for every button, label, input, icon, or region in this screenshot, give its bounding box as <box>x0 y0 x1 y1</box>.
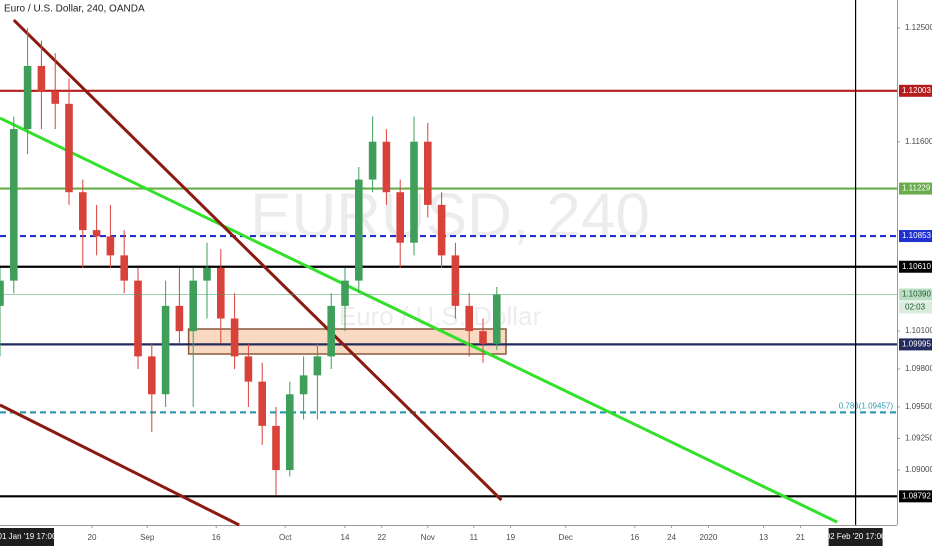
level-label-box <box>899 490 932 503</box>
candle-body <box>382 141 391 193</box>
countdown: 02:03 <box>905 303 926 312</box>
last-price-box <box>899 288 932 301</box>
candle-body <box>148 356 156 395</box>
x-tick-label: 24 <box>667 533 676 542</box>
level-label-box <box>899 84 932 97</box>
candle-body <box>189 280 197 332</box>
start-label: 01 Jan '19 17:00 <box>0 532 57 541</box>
candle-body <box>368 141 377 180</box>
candle-body <box>120 255 128 281</box>
level-label-box <box>899 182 932 195</box>
level-label: 1.12003 <box>902 86 931 95</box>
x-tick-label: Nov <box>421 533 435 542</box>
candle-body <box>451 255 460 306</box>
candle-body <box>217 267 225 319</box>
candle-body <box>479 331 487 344</box>
candle-body <box>341 280 349 306</box>
candle-body <box>161 305 170 395</box>
y-tick-label: 1.10100 <box>905 326 932 335</box>
candle-body <box>23 65 32 130</box>
trendline <box>0 116 838 524</box>
candle-body <box>203 267 211 281</box>
candle-body <box>410 141 418 243</box>
x-tick-label: 2020 <box>700 533 718 542</box>
x-tick-label: 13 <box>759 533 768 542</box>
y-tick-label: 1.09800 <box>905 364 932 373</box>
level-label: 1.10610 <box>902 262 931 271</box>
level-label-box <box>899 338 932 351</box>
y-tick-label: 1.09000 <box>905 465 932 474</box>
x-tick-label: 16 <box>630 533 639 542</box>
y-tick-label: 1.09250 <box>905 434 932 443</box>
candle-body <box>313 356 322 376</box>
candle-body <box>465 305 473 332</box>
crosshair-label: 02 Feb '20 17:00 <box>826 532 886 541</box>
plot: 0.786(1.09457) <box>0 19 897 527</box>
candle-body <box>244 356 253 382</box>
countdown-box <box>899 301 932 314</box>
candle-body <box>37 65 46 92</box>
fib-label: 0.786(1.09457) <box>839 401 894 410</box>
x-tick-label: 21 <box>796 533 805 542</box>
y-tick-label: 1.09500 <box>905 402 932 411</box>
candle-body <box>106 236 115 256</box>
chart-title: Euro / U.S. Dollar, 240, OANDA <box>4 4 145 15</box>
x-tick-label: Dec <box>559 533 573 542</box>
candle-body <box>175 305 184 332</box>
x-tick-label: 20 <box>88 533 97 542</box>
level-label: 1.11229 <box>902 184 931 193</box>
candle-body <box>424 141 432 205</box>
candle-body <box>493 294 501 344</box>
candle-body <box>272 425 280 471</box>
level-label: 1.10853 <box>902 231 931 240</box>
level-label: 1.09995 <box>902 340 931 349</box>
candle-body <box>10 129 18 281</box>
watermark-subtitle: Euro / U.S. Dollar <box>339 301 542 331</box>
watermark: EURUSD, 240 <box>250 181 650 250</box>
x-tick-label: 11 <box>470 533 479 542</box>
candle-body <box>396 192 404 243</box>
candle-body <box>355 179 363 281</box>
x-tick-label: Oct <box>279 533 292 542</box>
candle-body <box>437 204 446 256</box>
crosshair-label-box <box>828 528 883 546</box>
candle-body <box>79 192 87 231</box>
candle-body <box>258 381 266 426</box>
candle-body <box>92 230 101 237</box>
level-label-box <box>899 260 932 273</box>
start-label-box <box>0 528 54 546</box>
x-tick-label: Sep <box>140 533 155 542</box>
y-tick-label: 1.11600 <box>905 137 932 146</box>
last-price-label: 1.10390 <box>902 290 931 299</box>
x-tick-label: 14 <box>341 533 350 542</box>
candle-body <box>299 375 308 395</box>
candle-body <box>51 91 59 104</box>
x-tick-label: 19 <box>506 533 515 542</box>
candle-body <box>327 305 335 357</box>
trendline <box>12 19 503 502</box>
x-tick-label: 16 <box>212 533 221 542</box>
level-label-box <box>899 230 932 243</box>
candle-body <box>0 280 4 306</box>
y-tick-label: 1.12500 <box>905 23 932 32</box>
candle-body <box>134 280 142 357</box>
candle-body <box>230 318 239 357</box>
candle-body <box>65 103 73 193</box>
level-label: 1.08792 <box>902 491 931 500</box>
candle-body <box>286 394 294 471</box>
trendline <box>0 403 240 527</box>
x-tick-label: 22 <box>377 533 386 542</box>
